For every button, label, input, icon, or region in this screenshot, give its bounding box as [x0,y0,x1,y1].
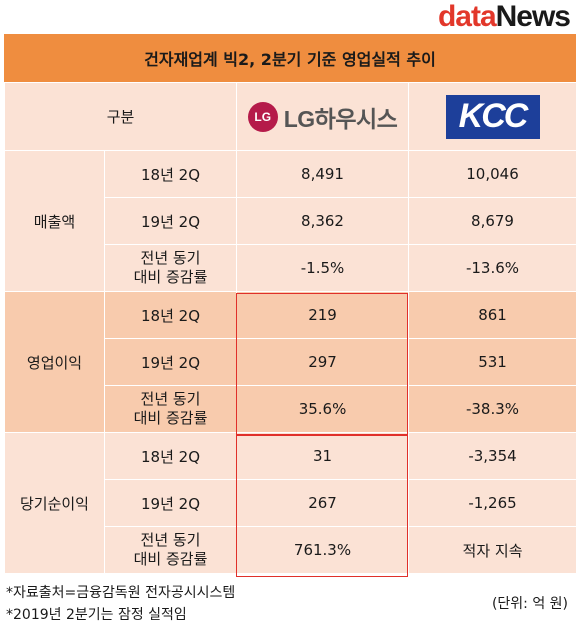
kcc-value: 8,679 [408,197,578,245]
brand-part1: data [437,0,497,33]
lg-value: 761.3% [236,526,410,574]
section-label-net-income: 당기순이익 [4,432,105,574]
lg-value: 31 [236,432,410,480]
preliminary-note: *2019년 2분기는 잠정 실적임 [6,607,187,623]
lg-value: 267 [236,479,410,527]
kcc-value: 적자 지속 [408,526,578,574]
brand-part2: News [495,0,571,33]
lg-value: -1.5% [236,244,410,292]
lg-hausys-logo: LG LG하우시스 [247,100,398,134]
lg-value: 8,491 [236,150,410,198]
kcc-value: 861 [408,291,578,339]
table-row: 19년 2Q 267 -1,265 [5,479,578,527]
period-line2: 대비 증감률 [133,550,208,568]
period-line1: 전년 동기 [140,249,201,267]
header-category: 구분 [3,82,238,151]
period-cell: 전년 동기 대비 증감률 [103,385,238,433]
header-kcc: KCC [408,82,578,151]
period-line1: 전년 동기 [140,390,201,408]
footer: *자료출처=금융감독원 전자공시시스템 *2019년 2분기는 잠정 실적임 (… [4,578,576,626]
table-title-text: 건자재업계 빅2, 2분기 기준 영업실적 추이 [144,50,436,69]
section-label-revenue: 매출액 [4,150,105,292]
kcc-value: 531 [408,338,578,386]
lg-hausys-name: LG하우시스 [283,105,398,132]
kcc-value: -38.3% [408,385,578,433]
unit-note: (단위: 억 원) [491,596,568,612]
section-label-operating-profit: 영업이익 [4,291,105,433]
period-cell: 19년 2Q [103,479,238,527]
datanews-logo: dataNews [437,0,571,33]
lg-value: 297 [236,338,410,386]
table-row: 19년 2Q 8,362 8,679 [5,197,578,245]
kcc-value: -1,265 [408,479,578,527]
period-cell: 18년 2Q [103,432,238,480]
table-row: 전년 동기 대비 증감률 35.6% -38.3% [5,385,578,433]
kcc-value: -13.6% [408,244,578,292]
period-cell: 전년 동기 대비 증감률 [103,244,238,292]
table-row: 전년 동기 대비 증감률 761.3% 적자 지속 [5,526,578,574]
performance-table: 구분 LG LG하우시스 KCC 매출액 18년 2Q 8,491 10,046… [3,82,578,574]
period-cell: 19년 2Q [103,197,238,245]
period-line1: 전년 동기 [140,531,201,549]
lg-value: 219 [236,291,410,339]
period-cell: 18년 2Q [103,291,238,339]
header-row: 구분 LG LG하우시스 KCC [3,82,578,151]
kcc-value: 10,046 [408,150,578,198]
period-cell: 전년 동기 대비 증감률 [103,526,238,574]
table-row: 19년 2Q 297 531 [5,338,578,386]
period-line2: 대비 증감률 [133,409,208,427]
table-row: 매출액 18년 2Q 8,491 10,046 [4,150,578,292]
header-lg: LG LG하우시스 [236,82,410,151]
period-line2: 대비 증감률 [133,268,208,286]
period-cell: 19년 2Q [103,338,238,386]
table-title: 건자재업계 빅2, 2분기 기준 영업실적 추이 [4,34,576,82]
period-cell: 18년 2Q [103,150,238,198]
kcc-value: -3,354 [408,432,578,480]
kcc-logo: KCC [445,94,540,139]
table-row: 당기순이익 18년 2Q 31 -3,354 [4,432,578,574]
table-row: 영업이익 18년 2Q 219 861 [4,291,578,433]
source-note: *자료출처=금융감독원 전자공시시스템 [6,585,236,601]
lg-value: 35.6% [236,385,410,433]
lg-symbol-icon: LG [247,101,278,132]
lg-value: 8,362 [236,197,410,245]
